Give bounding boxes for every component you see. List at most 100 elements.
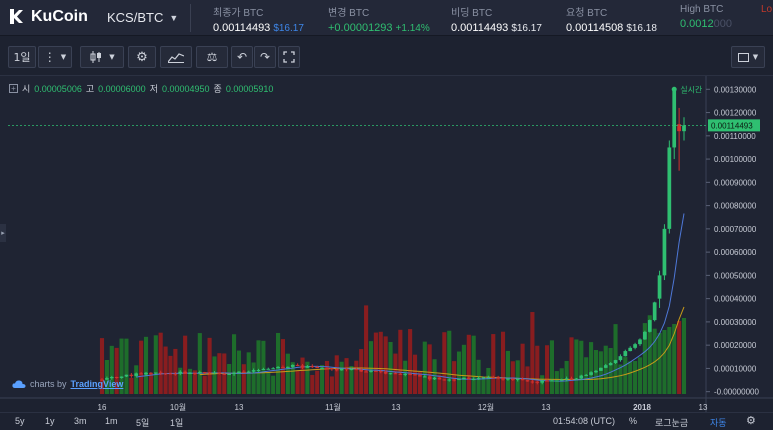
candle-body [344,368,349,370]
auto-scale-toggle[interactable]: 자동 [710,418,727,428]
volume-bar [623,357,628,394]
time-tick-label: 13 [542,403,551,412]
range-3m[interactable]: 3m [74,416,87,426]
candle-body [437,377,442,380]
tradingview-watermark[interactable]: charts by TradingView [12,379,123,389]
candle-body [442,379,447,381]
candle-body [251,370,256,372]
candle-body [510,378,515,380]
candle-body [481,377,486,379]
volume-bar [168,355,173,394]
volume-bar [554,371,559,394]
range-1d[interactable]: 1일 [170,418,184,428]
price-tick-label: 0.00040000 [714,295,757,304]
indicators-button[interactable] [160,46,192,68]
price-tick-label: 0.00080000 [714,202,757,211]
volume-bar [452,361,457,394]
range-5y[interactable]: 5y [15,416,25,426]
candle-body [662,228,667,276]
layout-button[interactable]: ▼ [731,46,765,68]
candle-body [330,368,334,370]
stat-sub: $16.17 [511,23,542,34]
volume-bar [300,357,305,394]
price-tick-label: 0.00030000 [714,318,757,327]
redo-button[interactable]: ↷ [254,46,276,68]
candle-body [266,368,271,370]
fullscreen-button[interactable] [278,46,300,68]
compare-button[interactable]: ⚖ [196,46,228,68]
kucoin-logo[interactable]: KuCoin [7,7,88,27]
stat-bid: 비딩 BTC 0.00114493 $16.17 [451,4,542,34]
volume-bar [134,365,139,394]
volume-bar [119,338,124,394]
candle-body [105,378,109,380]
range-1m[interactable]: 1m [105,416,118,426]
candle-body [672,89,677,148]
percent-toggle[interactable]: % [629,416,638,426]
candle-body [559,379,564,381]
interval-menu-button[interactable]: ⋮ ▼ [38,46,72,68]
last-price-badge [708,119,760,132]
volume-bar [192,370,197,394]
volume-bar [364,305,369,394]
candle-body [183,371,188,374]
legend-open-value: 0.00005006 [34,83,82,94]
candle-body [457,379,461,381]
interval-button[interactable]: 1일 [8,46,36,68]
gear-icon[interactable]: ⚙ [746,415,756,427]
bottom-bar: 5y 1y 3m 1m 5일 1일 01:54:08 (UTC) % 로그눈금 … [0,412,773,430]
time-tick-label: 2018 [633,403,651,412]
chart-toolbar: 1일 ⋮ ▼ ▼ ⚙ ⚖ ↶ ↷ [0,36,773,76]
candle-body [432,377,437,380]
undo-button[interactable]: ↶ [231,46,253,68]
volume-bar [398,329,403,394]
volume-bar [266,372,271,394]
volume-bar [251,362,256,394]
candle-body [124,374,129,377]
range-1y[interactable]: 1y [45,416,55,426]
chevron-down-icon: ▼ [169,12,179,23]
candle-body [315,366,320,369]
pair-selector[interactable]: KCS/BTC ▼ [107,10,178,25]
candle-body [452,379,456,381]
ohlc-legend: + 시 0.00005006 고 0.00006000 저 0.00004950… [9,82,273,95]
price-tick-label: 0.00120000 [714,109,757,118]
volume-bar [271,375,276,394]
candle-body [359,369,364,372]
volume-bar [315,370,320,394]
header-bar: KuCoin KCS/BTC ▼ 최종가 BTC 0.00114493 $16.1… [0,0,773,36]
undo-icon: ↶ [236,50,248,64]
stat-value: 0.00114508 [566,22,624,34]
price-tick-label: 0.00050000 [714,271,757,280]
volume-bar [383,336,388,394]
legend-high-value: 0.00006000 [98,83,146,94]
chart-type-button[interactable]: ▼ [80,46,124,68]
candle-body [569,378,574,380]
candle-body [207,372,212,374]
candle-body [628,347,633,352]
side-panel-handle[interactable]: ▸ [0,224,6,242]
candle-body [486,377,491,379]
volume-bar [500,331,506,394]
volume-bar [667,327,672,394]
candle-body [383,371,388,374]
candle-body [413,374,417,376]
indicators-icon [168,53,184,63]
settings-button[interactable]: ⚙ [128,46,156,68]
range-5d[interactable]: 5일 [136,418,150,428]
volume-bar [183,335,188,394]
legend-close-label: 종 [213,84,222,94]
log-scale-toggle[interactable]: 로그눈금 [655,418,689,428]
stat-last-price: 최종가 BTC 0.00114493 $16.17 [213,4,304,34]
candle-body [276,366,280,369]
candle-body [241,371,246,373]
volume-bar [163,346,168,394]
plus-icon[interactable]: + [9,84,18,93]
stat-value-row: +0.00001293 +1.14% [328,22,430,34]
price-chart[interactable]: 0.00130000 0.00120000 0.00110000 0.00100000… [0,76,773,412]
watermark-brand[interactable]: TradingView [70,379,124,389]
chart-svg[interactable]: 0.00130000 0.00120000 0.00110000 0.00100000… [0,76,773,412]
volume-bar [178,367,183,394]
legend-open-label: 시 [22,84,31,94]
candle-body [466,377,471,380]
